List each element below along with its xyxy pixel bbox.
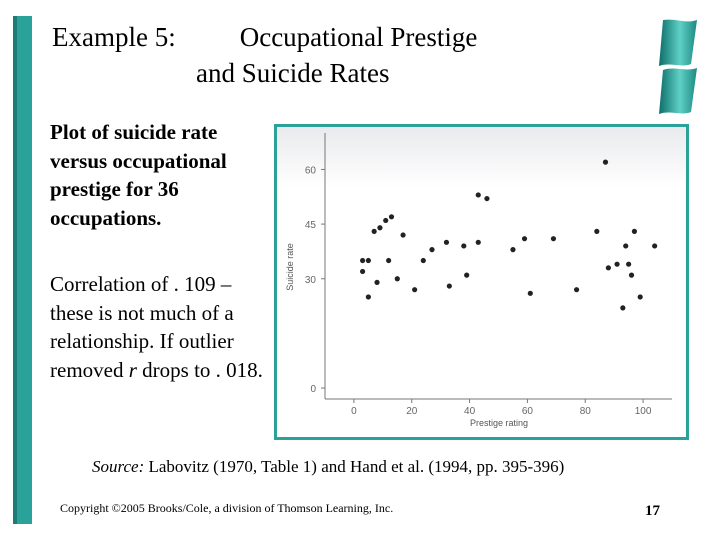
data-point xyxy=(359,268,366,275)
outlier-note-prefix: If outlier removed xyxy=(50,329,234,382)
data-point xyxy=(371,228,377,234)
copyright-notice: Copyright ©2005 Brooks/Cole, a division … xyxy=(60,501,394,515)
plot-background-shade xyxy=(277,127,686,187)
data-point xyxy=(429,247,435,253)
data-point xyxy=(475,239,481,245)
page-number: 17 xyxy=(645,503,660,519)
x-axis-label: Prestige rating xyxy=(470,418,528,428)
data-point xyxy=(365,257,371,264)
data-point xyxy=(475,192,481,198)
slide-title-topic: Occupational Prestige xyxy=(239,22,478,52)
data-point xyxy=(420,257,426,264)
x-tick-label: 100 xyxy=(635,406,652,417)
data-point xyxy=(386,257,392,264)
data-point xyxy=(394,276,400,282)
data-point xyxy=(527,290,533,296)
source-label: Source: xyxy=(92,457,145,476)
source-citation: Source: Labovitz (1970, Table 1) and Han… xyxy=(92,457,564,477)
correlation-symbol: r xyxy=(128,357,137,382)
data-point xyxy=(620,305,626,311)
data-point xyxy=(443,239,450,245)
y-tick-label: 45 xyxy=(305,220,317,231)
source-text: Labovitz (1970, Table 1) and Hand et al.… xyxy=(144,457,565,476)
x-tick-label: 80 xyxy=(580,406,592,417)
data-point xyxy=(365,294,371,300)
correlation-note: Correlation of . 109 – these is not much… xyxy=(50,270,275,384)
x-tick-label: 20 xyxy=(406,406,418,417)
y-tick-label: 60 xyxy=(305,165,317,176)
y-tick-label: 30 xyxy=(305,275,317,286)
y-axis-label: Suicide rate xyxy=(285,243,295,291)
scatter-plot-frame: 0 20 40 60 80 100 0 30 45 60 Suicide rate Prestig… xyxy=(274,124,689,440)
outlier-note-suffix: drops to . 018. xyxy=(136,357,263,382)
data-point xyxy=(510,247,516,253)
data-point xyxy=(400,232,406,238)
data-point xyxy=(461,243,467,249)
plot-description: Plot of suicide rate versus occupational… xyxy=(50,120,227,230)
data-point xyxy=(374,279,380,285)
data-point xyxy=(605,265,611,271)
data-point xyxy=(637,294,643,300)
data-point xyxy=(521,236,528,242)
data-point xyxy=(652,243,658,249)
data-point xyxy=(359,257,366,264)
data-point xyxy=(602,159,609,165)
left-accent-bar xyxy=(13,16,32,524)
data-point xyxy=(446,283,452,289)
ribbon-decoration-icon xyxy=(659,19,697,114)
x-tick-label: 40 xyxy=(464,406,476,417)
data-point xyxy=(383,217,389,224)
data-point xyxy=(377,225,383,231)
data-point xyxy=(464,272,470,278)
y-tick-label: 0 xyxy=(310,384,316,395)
scatter-plot: 0 20 40 60 80 100 0 30 45 60 Suicide rate Prestig… xyxy=(277,127,686,428)
slide-title-example-label: Example 5: xyxy=(52,22,176,52)
slide-title-line-1: Example 5: Occupational Prestige xyxy=(52,22,477,53)
data-point xyxy=(573,287,580,293)
left-accent-bar-edge xyxy=(13,16,17,524)
x-tick-label: 0 xyxy=(351,406,357,417)
correlation-statement: Correlation of . 109 – these is not much… xyxy=(50,272,234,353)
data-point xyxy=(631,228,638,234)
data-point xyxy=(388,214,395,220)
data-point xyxy=(550,236,557,242)
data-point xyxy=(594,228,600,234)
data-point xyxy=(484,195,490,202)
x-tick-label: 60 xyxy=(522,406,534,417)
data-point xyxy=(628,272,635,278)
data-point xyxy=(614,261,620,267)
data-point xyxy=(412,287,418,293)
data-point xyxy=(623,243,629,249)
slide-title-line-2: and Suicide Rates xyxy=(196,58,390,88)
data-point xyxy=(626,261,632,267)
